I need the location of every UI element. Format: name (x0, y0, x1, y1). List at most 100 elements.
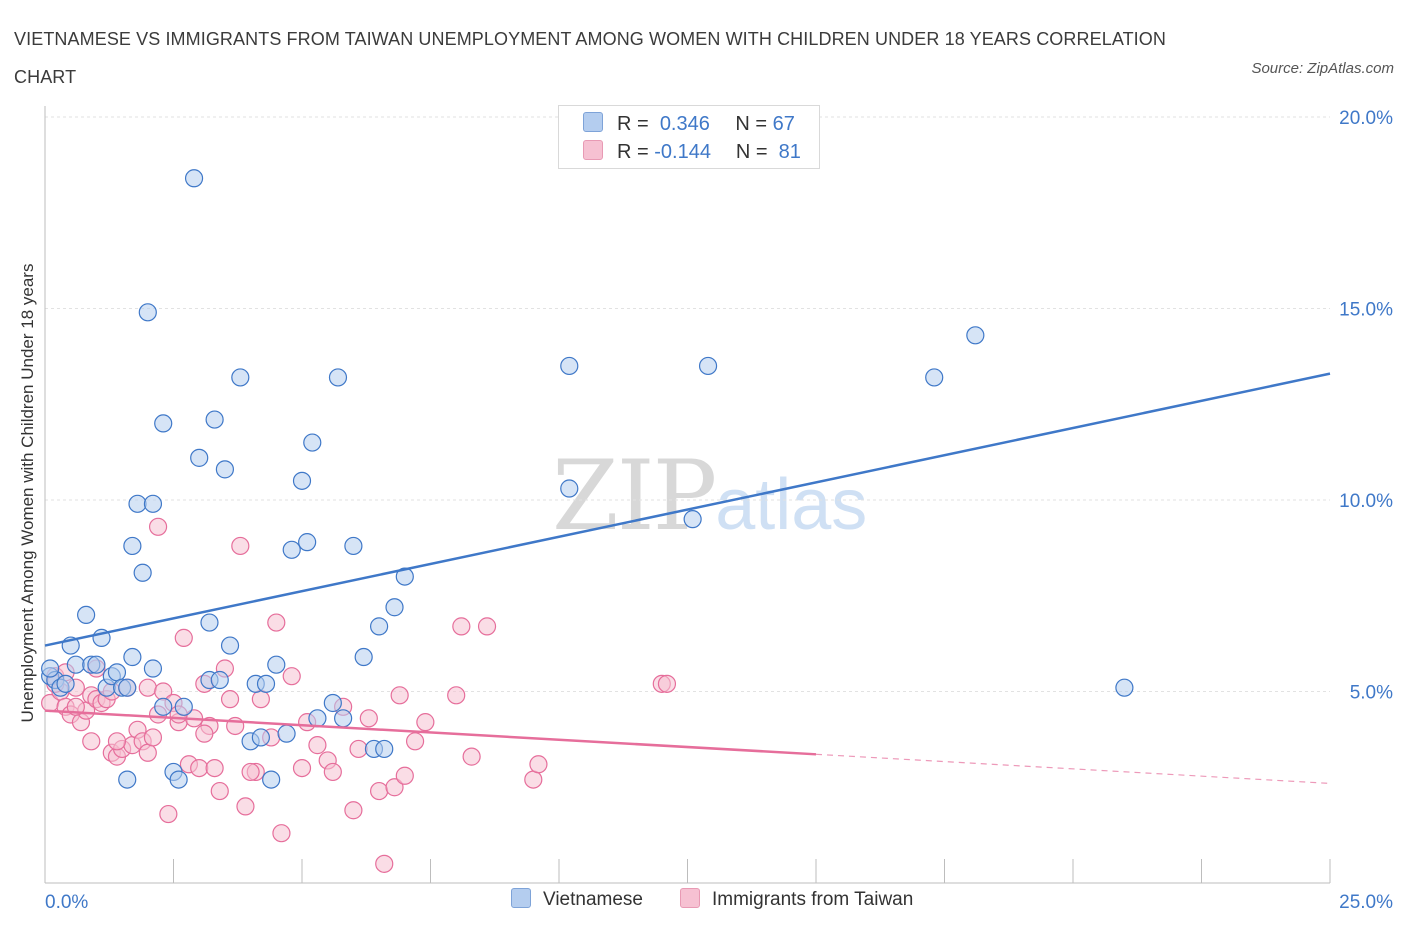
taiwan-point (292, 758, 312, 778)
vietnamese-point (385, 598, 404, 617)
taiwan-point (148, 517, 168, 536)
vietnamese-point (267, 655, 286, 674)
legend-r-label: R = (617, 141, 649, 163)
vietnamese-point (41, 659, 60, 678)
taiwan-point (231, 536, 250, 556)
taiwan-point (375, 854, 394, 873)
source-label: Source: ZipAtlas.com (1251, 60, 1394, 77)
taiwan-point (462, 747, 481, 766)
vietnamese-point (215, 460, 234, 479)
taiwan-point (349, 739, 368, 759)
vietnamese-point (370, 617, 389, 636)
legend-swatch-taiwan (583, 140, 603, 160)
y-tick-label: 15.0% (1339, 300, 1393, 321)
legend-r-vietnamese: 0.346 (659, 113, 710, 135)
taiwan-point (220, 690, 240, 709)
vietnamese-point (138, 303, 157, 322)
taiwan-point (251, 690, 270, 709)
taiwan-point (143, 728, 163, 747)
vietnamese-point (169, 770, 188, 789)
taiwan-point (447, 686, 466, 705)
legend-r-label: R = (617, 113, 649, 135)
taiwan-point (138, 678, 157, 697)
vietnamese-point (1115, 678, 1134, 697)
vietnamese-point (344, 536, 363, 556)
trend-line-taiwan-extrapolated (815, 753, 1331, 785)
vietnamese-point (292, 471, 312, 490)
correlation-legend: R = 0.346 N = 67 R = -0.144 N = 81 (558, 105, 820, 169)
bottom-swatch-vietnamese (511, 888, 531, 908)
tick-labels: 5.0% 10.0% 15.0% 20.0% 0.0% 25.0% (45, 108, 1393, 913)
taiwan-point (138, 743, 157, 762)
legend-n-taiwan: 81 (778, 141, 801, 163)
taiwan-point (524, 770, 543, 789)
watermark-atlas: atlas (715, 465, 868, 545)
vietnamese-point (107, 663, 127, 682)
vietnamese-point (560, 356, 579, 376)
x-tick-label-max: 25.0% (1339, 892, 1393, 913)
vietnamese-point (282, 540, 301, 559)
taiwan-point (241, 762, 260, 782)
taiwan-point (529, 755, 548, 774)
trend-line-taiwan (44, 709, 817, 756)
x-tick-label-min: 0.0% (45, 892, 88, 913)
vietnamese-point (303, 433, 322, 452)
vietnamese-point (184, 169, 204, 188)
trend-line-vietnamese (44, 372, 1331, 647)
legend-swatch-vietnamese (583, 112, 603, 132)
vietnamese-point (77, 605, 96, 625)
taiwan-point (267, 613, 286, 632)
taiwan-point (452, 617, 471, 636)
taiwan-point (272, 824, 291, 843)
legend-n-vietnamese: 67 (772, 113, 795, 135)
vietnamese-point (925, 368, 944, 387)
vietnamese-point (87, 655, 106, 674)
taiwan-point (107, 732, 127, 751)
bottom-legend-vietnamese: Vietnamese (511, 888, 643, 911)
taiwan-point (416, 713, 435, 732)
vietnamese-point (560, 479, 579, 498)
taiwan-point (159, 804, 178, 824)
taiwan-point (395, 766, 414, 785)
taiwan-point (282, 667, 301, 686)
taiwan-point (210, 781, 229, 801)
y-tick-label: 5.0% (1350, 683, 1393, 704)
vietnamese-point (277, 724, 296, 743)
vietnamese-point (123, 536, 142, 556)
chart-title: VIETNAMESE VS IMMIGRANTS FROM TAIWAN UNE… (14, 29, 1166, 87)
vietnamese-point (205, 410, 224, 429)
vietnamese-point (118, 678, 137, 697)
vietnamese-point (334, 709, 353, 728)
legend-row-vietnamese: R = 0.346 N = 67 (583, 112, 795, 136)
vietnamese-point (133, 563, 152, 582)
taiwan-point (344, 801, 363, 820)
vietnamese-point (698, 356, 718, 376)
vietnamese-point (251, 728, 270, 747)
vietnamese-point (118, 770, 137, 789)
y-tick-label: 20.0% (1339, 108, 1393, 129)
vietnamese-point (395, 567, 414, 586)
vietnamese-point (190, 448, 209, 467)
vietnamese-point (154, 697, 173, 716)
trend-lines (44, 372, 1331, 785)
taiwan-point (359, 709, 378, 728)
taiwan-point (385, 778, 404, 797)
y-axis-label: Unemployment Among Women with Children U… (18, 263, 37, 723)
axes (44, 106, 1331, 884)
vietnamese-point (210, 670, 229, 690)
taiwan-point (370, 781, 389, 801)
vietnamese-point (66, 655, 85, 674)
vietnamese-point (966, 326, 985, 345)
taiwan-point (82, 732, 101, 751)
vietnamese-point (231, 368, 250, 387)
taiwan-point (323, 762, 342, 782)
vietnamese-point (308, 709, 327, 728)
vietnamese-point (200, 613, 219, 632)
vietnamese-point (683, 510, 702, 529)
bottom-swatch-taiwan (680, 888, 700, 908)
taiwan-point (308, 736, 327, 755)
legend-row-taiwan: R = -0.144 N = 81 (583, 140, 801, 164)
legend-n-label: N = (735, 141, 768, 163)
vietnamese-point (220, 636, 240, 655)
vietnamese-point (143, 659, 163, 678)
